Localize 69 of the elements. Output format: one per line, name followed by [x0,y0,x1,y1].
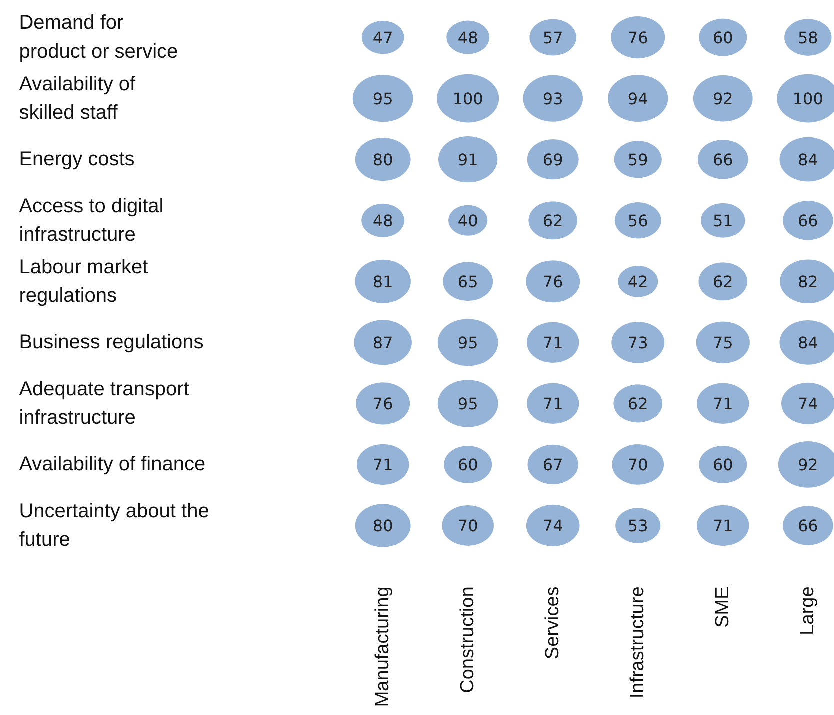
data-label: 75 [712,334,734,353]
data-label: 60 [458,456,478,475]
data-label: 70 [458,516,478,536]
y-tick-label: Demand for product or service [19,12,178,63]
data-label: 87 [372,334,394,353]
y-tick-label: Availability of skilled staff [19,73,136,124]
y-tick-label: Business regulations [19,332,204,354]
data-label: 92 [798,456,818,475]
data-label: 70 [628,456,648,475]
data-label: 92 [712,90,734,109]
data-label: 60 [712,456,734,475]
data-label: 40 [458,212,478,231]
data-label: 80 [372,150,394,170]
data-label: 76 [628,28,648,48]
x-tick-label: Manufacturing [372,586,394,708]
data-label: 48 [458,28,478,48]
y-tick-label: Access to digital infrastructure [19,195,164,246]
x-tick-label: SME [712,586,734,628]
y-tick-label: Availability of finance [19,454,206,476]
data-label: 84 [798,150,818,170]
data-label: 66 [798,516,818,536]
data-label: 71 [712,394,734,414]
data-label: 100 [792,90,824,109]
data-label: 71 [542,394,564,414]
data-label: 66 [798,212,818,231]
data-label: 95 [458,394,478,414]
data-label: 47 [372,28,394,48]
data-label: 71 [542,334,564,353]
data-label: 51 [712,212,734,231]
data-label: 100 [452,90,484,109]
data-label: 81 [372,272,394,292]
data-label: 94 [628,90,648,109]
x-tick-label: Services [542,586,564,660]
data-label: 60 [712,28,734,48]
data-label: 80 [372,516,394,536]
data-label: 71 [372,456,394,475]
data-label: 66 [712,150,734,170]
data-label: 73 [628,334,648,353]
data-label: 71 [712,516,734,536]
data-label: 53 [628,516,648,536]
data-label: 56 [628,212,648,231]
data-label: 69 [542,150,564,170]
data-label: 62 [542,212,564,231]
data-label: 42 [628,272,648,292]
data-label: 76 [542,272,564,292]
data-label: 93 [542,90,564,109]
data-label: 58 [798,28,818,48]
data-label: 62 [628,394,648,414]
data-label: 67 [542,456,564,475]
data-label: 57 [542,28,564,48]
data-label: 82 [798,272,818,292]
data-label: 95 [372,90,394,109]
data-label: 76 [372,394,394,414]
data-label: 48 [372,212,394,231]
data-label: 62 [712,272,734,292]
y-tick-label: Uncertainty about the future [19,500,210,552]
data-label: 59 [628,150,648,170]
data-label: 74 [542,516,564,536]
y-tick-label: Adequate transport infrastructure [19,378,190,429]
y-tick-label: Labour market regulations [19,256,149,307]
data-label: 65 [458,272,478,292]
x-tick-label: Construction [458,586,479,694]
y-tick-label: Energy costs [19,148,135,171]
x-tick-label: Infrastructure [628,586,649,699]
data-label: 95 [458,334,478,353]
data-label: 84 [798,334,818,353]
data-label: 91 [458,150,478,170]
x-tick-label: Large [798,586,819,636]
data-label: 74 [798,394,818,414]
